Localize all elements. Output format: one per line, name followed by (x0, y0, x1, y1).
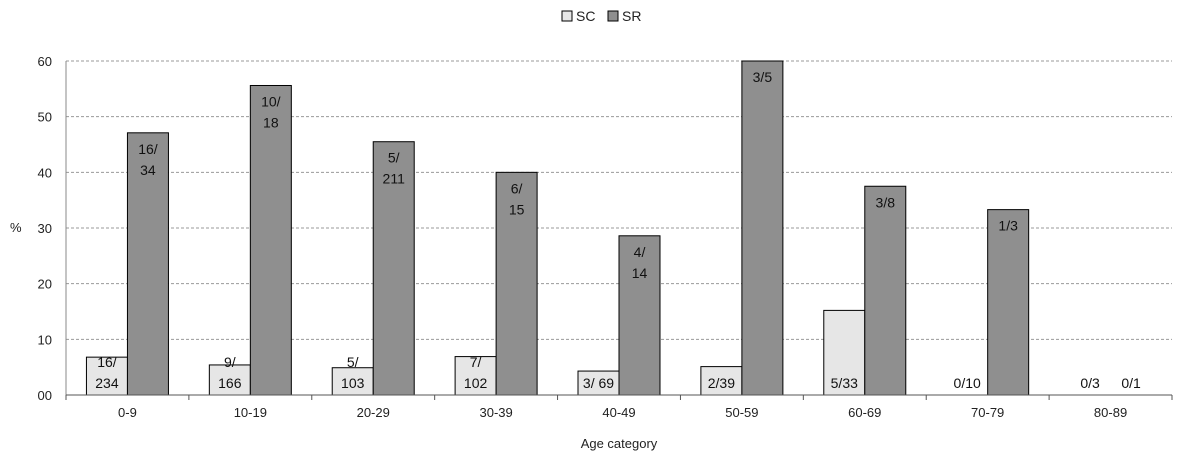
bars: 16/234 16/34 9/166 10/18 5/103 5/211 7/102 6/15… (85, 60, 1141, 396)
data-label-sc: 5/ (347, 354, 359, 370)
x-tick-label: 0-9 (118, 405, 137, 420)
y-tick-label: 40 (38, 165, 52, 180)
x-tick-label: 80-89 (1094, 405, 1127, 420)
legend-swatch-sr (607, 10, 619, 22)
y-axis: 00 10 20 30 40 50 60 (38, 54, 67, 403)
data-label-sc: 0/3 (1080, 375, 1100, 391)
x-tick-label: 70-79 (971, 405, 1004, 420)
legend-label-sc: SC (576, 8, 595, 24)
y-tick-label: 30 (38, 221, 52, 236)
data-label-sr: 10/ (261, 93, 281, 109)
x-tick-label: 60-69 (848, 405, 881, 420)
bar-sc (700, 366, 743, 396)
y-axis-label: % (10, 220, 22, 235)
data-label-sr: 211 (383, 171, 406, 187)
bar-sr (126, 132, 169, 396)
data-label-sr: 0/1 (1121, 375, 1141, 391)
x-tick-label: 40-49 (602, 405, 635, 420)
x-tick-label: 30-39 (479, 405, 512, 420)
x-axis-label: Age category (581, 436, 658, 451)
data-label-sc: 103 (341, 375, 365, 391)
bar-sr (495, 171, 538, 396)
y-tick-label: 60 (38, 54, 52, 69)
data-label-sr: 18 (263, 114, 279, 130)
data-label-sr: 5/ (388, 150, 400, 166)
data-label-sr: 15 (509, 201, 525, 217)
data-label-sc: 234 (95, 375, 119, 391)
y-tick-label: 50 (38, 110, 52, 125)
data-label-sc: 7/ (470, 354, 482, 370)
data-label-sr: 3/8 (876, 194, 896, 210)
bar-sr (864, 185, 907, 396)
data-label-sr: 1/3 (998, 218, 1018, 234)
data-label-sc: 102 (464, 375, 488, 391)
y-tick-label: 10 (38, 332, 52, 347)
data-label-sc: 5/33 (831, 375, 858, 391)
data-label-sr: 34 (140, 162, 156, 178)
data-label-sr: 3/5 (753, 69, 773, 85)
legend-label-sr: SR (622, 8, 641, 24)
y-tick-label: 00 (38, 388, 52, 403)
bar-sr (987, 209, 1030, 396)
bar-sc (85, 356, 128, 396)
legend-swatch-sc (561, 10, 573, 22)
data-label-sc: 2/39 (708, 375, 735, 391)
data-label-sc: 16/ (97, 354, 117, 370)
x-axis: 0-9 10-19 20-29 30-39 40-49 50-59 60-69 70-79 80… (65, 394, 1173, 420)
y-tick-label: 20 (38, 277, 52, 292)
data-label-sr: 6/ (511, 180, 523, 196)
legend: SC SR (561, 8, 641, 24)
data-label-sr: 14 (632, 265, 648, 281)
bar-sr (741, 60, 784, 396)
data-label-sc: 3/ 69 (583, 375, 614, 391)
data-label-sr: 16/ (138, 141, 158, 157)
bar-sr (249, 84, 292, 396)
bar-sr (618, 235, 661, 396)
x-tick-label: 50-59 (725, 405, 758, 420)
data-label-sc: 166 (218, 375, 242, 391)
data-label-sr: 4/ (634, 244, 646, 260)
x-tick-label: 10-19 (234, 405, 267, 420)
data-label-sc: 9/ (224, 354, 236, 370)
data-label-sc: 0/10 (954, 375, 981, 391)
bar-sc (823, 309, 866, 396)
x-tick-label: 20-29 (357, 405, 390, 420)
